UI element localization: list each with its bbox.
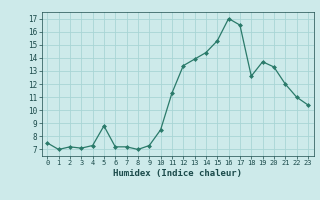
X-axis label: Humidex (Indice chaleur): Humidex (Indice chaleur) [113, 169, 242, 178]
